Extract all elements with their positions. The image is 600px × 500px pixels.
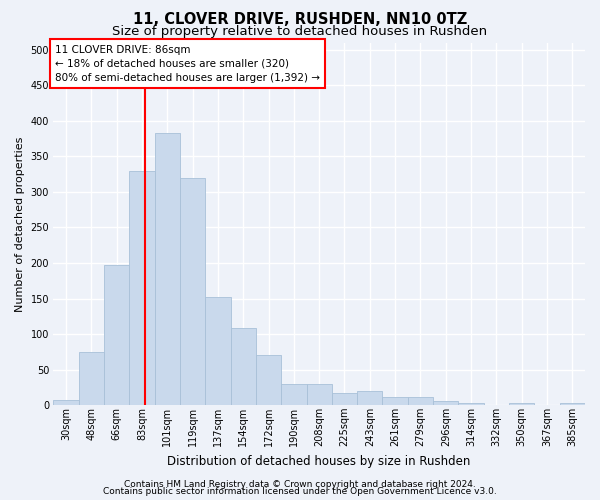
Text: Size of property relative to detached houses in Rushden: Size of property relative to detached ho… bbox=[112, 25, 488, 38]
Text: Contains HM Land Registry data © Crown copyright and database right 2024.: Contains HM Land Registry data © Crown c… bbox=[124, 480, 476, 489]
Text: Contains public sector information licensed under the Open Government Licence v3: Contains public sector information licen… bbox=[103, 487, 497, 496]
Bar bbox=[408, 396, 433, 406]
Bar bbox=[281, 384, 307, 406]
Bar bbox=[129, 170, 155, 406]
Bar bbox=[155, 133, 180, 406]
Text: 11 CLOVER DRIVE: 86sqm
← 18% of detached houses are smaller (320)
80% of semi-de: 11 CLOVER DRIVE: 86sqm ← 18% of detached… bbox=[55, 44, 320, 82]
Bar bbox=[180, 178, 205, 406]
Bar bbox=[458, 403, 484, 406]
X-axis label: Distribution of detached houses by size in Rushden: Distribution of detached houses by size … bbox=[167, 454, 471, 468]
Bar bbox=[509, 403, 535, 406]
Bar bbox=[53, 400, 79, 406]
Bar bbox=[332, 393, 357, 406]
Bar bbox=[307, 384, 332, 406]
Bar bbox=[382, 396, 408, 406]
Bar bbox=[256, 356, 281, 406]
Text: 11, CLOVER DRIVE, RUSHDEN, NN10 0TZ: 11, CLOVER DRIVE, RUSHDEN, NN10 0TZ bbox=[133, 12, 467, 28]
Bar bbox=[560, 403, 585, 406]
Bar bbox=[205, 297, 230, 406]
Bar bbox=[230, 328, 256, 406]
Bar bbox=[484, 404, 509, 406]
Bar bbox=[357, 391, 382, 406]
Bar bbox=[79, 352, 104, 406]
Y-axis label: Number of detached properties: Number of detached properties bbox=[15, 136, 25, 312]
Bar bbox=[433, 401, 458, 406]
Bar bbox=[104, 265, 129, 406]
